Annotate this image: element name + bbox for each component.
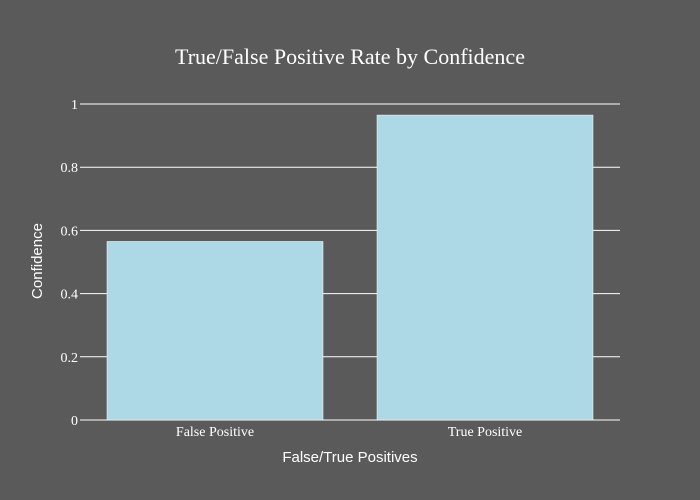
y-tick-label: 0.2 <box>61 351 79 366</box>
x-tick-label: False Positive <box>176 425 254 440</box>
chart-title: True/False Positive Rate by Confidence <box>175 44 525 69</box>
y-tick-label: 1 <box>71 98 78 113</box>
x-tick-label: True Positive <box>448 425 523 440</box>
bar-true-positive <box>376 114 594 421</box>
x-axis-ticks: False Positive True Positive <box>176 425 522 440</box>
y-tick-label: 0.4 <box>61 288 79 303</box>
bar-false-positive <box>106 241 324 421</box>
x-axis-title: False/True Positives <box>282 449 417 466</box>
y-tick-label: 0.6 <box>61 224 79 239</box>
y-axis-title: Confidence <box>29 223 46 299</box>
y-tick-label: 0 <box>71 414 78 429</box>
y-axis-ticks: 0 0.2 0.4 0.6 0.8 1 <box>61 98 79 429</box>
y-tick-label: 0.8 <box>61 161 79 176</box>
bars <box>106 114 594 421</box>
